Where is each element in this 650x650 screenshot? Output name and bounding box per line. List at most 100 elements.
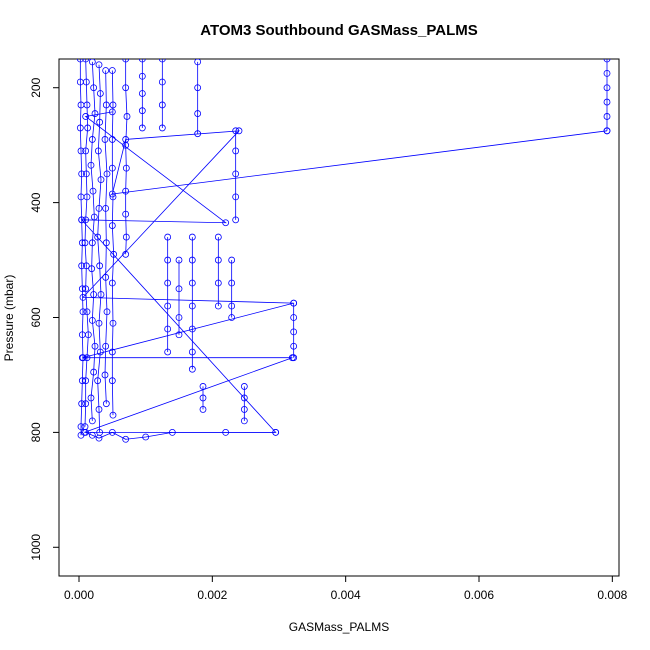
data-point xyxy=(79,293,87,301)
series-line xyxy=(80,111,608,433)
data-point xyxy=(232,147,240,155)
series-profile-0.0012 xyxy=(158,59,166,132)
data-point xyxy=(194,84,202,92)
data-point xyxy=(109,101,117,109)
data-point xyxy=(188,365,196,373)
data-point xyxy=(91,342,99,350)
data-point xyxy=(108,164,116,172)
data-point xyxy=(87,394,95,402)
data-point xyxy=(290,314,298,321)
series-horizontal-links xyxy=(78,108,611,436)
series-line xyxy=(79,59,84,436)
data-point xyxy=(82,262,90,270)
series-profile-0.0007 xyxy=(122,59,131,258)
data-point xyxy=(94,233,102,241)
data-point xyxy=(83,193,91,201)
data-point xyxy=(81,239,89,247)
data-point xyxy=(96,262,104,270)
data-point xyxy=(101,371,109,379)
data-point xyxy=(110,250,118,258)
data-point xyxy=(188,325,196,333)
data-point xyxy=(290,328,298,336)
data-point xyxy=(164,325,172,333)
data-point xyxy=(175,331,183,339)
data-point xyxy=(90,368,98,376)
data-point xyxy=(96,90,104,97)
series-profile-0.0032 xyxy=(290,299,298,362)
data-point xyxy=(232,170,240,178)
series-line xyxy=(104,70,108,404)
data-point xyxy=(84,331,92,339)
data-point xyxy=(214,256,222,264)
data-point xyxy=(84,124,92,132)
data-point xyxy=(103,308,111,316)
data-point xyxy=(164,256,172,264)
x-axis: 0.000 0.002 0.004 0.006 0.008 xyxy=(64,575,628,602)
data-point xyxy=(138,107,146,115)
data-point xyxy=(102,204,110,212)
data-point xyxy=(214,279,222,287)
data-point xyxy=(158,101,166,109)
data-point xyxy=(138,72,146,80)
data-point xyxy=(188,233,196,241)
data-point xyxy=(188,302,196,310)
series-bottom-cluster xyxy=(82,428,280,443)
data-point xyxy=(88,417,96,425)
data-point xyxy=(168,428,176,436)
data-point xyxy=(88,239,96,247)
series-profile-0.0001 xyxy=(81,59,92,431)
data-point xyxy=(199,394,207,402)
data-marks xyxy=(76,59,611,443)
data-point xyxy=(188,279,196,287)
data-point xyxy=(88,136,96,143)
data-point xyxy=(87,161,95,169)
series-profile-0.0015 xyxy=(175,256,183,339)
series-profile-0.0017 xyxy=(188,233,196,373)
data-point xyxy=(158,124,166,132)
data-point xyxy=(108,377,116,385)
data-point xyxy=(82,400,90,408)
data-point xyxy=(122,435,130,443)
series-profile-0.0002 xyxy=(87,59,99,425)
series-line xyxy=(90,61,96,421)
x-tick-label: 0.000 xyxy=(64,588,94,602)
data-point xyxy=(101,136,109,143)
data-point xyxy=(142,433,150,441)
data-point xyxy=(603,127,611,135)
data-point xyxy=(122,59,130,63)
data-point xyxy=(102,239,110,247)
data-point xyxy=(164,348,172,356)
data-point xyxy=(240,383,248,390)
data-point xyxy=(122,164,130,172)
y-tick-label: 600 xyxy=(29,307,43,327)
data-point xyxy=(222,428,230,436)
data-point xyxy=(78,216,86,224)
plot-frame xyxy=(58,58,620,577)
data-point xyxy=(138,90,146,97)
data-point xyxy=(82,147,90,155)
series-profile-0.0013 xyxy=(164,233,172,356)
data-point xyxy=(102,342,110,350)
data-point xyxy=(164,233,172,241)
data-point xyxy=(164,279,172,287)
data-point xyxy=(88,316,96,324)
data-point xyxy=(78,400,86,408)
series-profile-0.0018 xyxy=(194,59,202,138)
data-point xyxy=(222,219,230,227)
data-point xyxy=(82,377,90,385)
data-point xyxy=(95,61,103,69)
data-point xyxy=(122,233,130,241)
data-point xyxy=(102,400,110,408)
data-point xyxy=(78,354,86,362)
data-point xyxy=(88,59,96,66)
data-point xyxy=(122,84,130,92)
data-point xyxy=(214,233,222,241)
y-tick-label: 1000 xyxy=(29,534,43,561)
data-point xyxy=(175,285,183,293)
data-point xyxy=(108,108,116,116)
data-point xyxy=(288,354,296,362)
y-tick-label: 400 xyxy=(29,192,43,212)
data-point xyxy=(235,127,243,135)
